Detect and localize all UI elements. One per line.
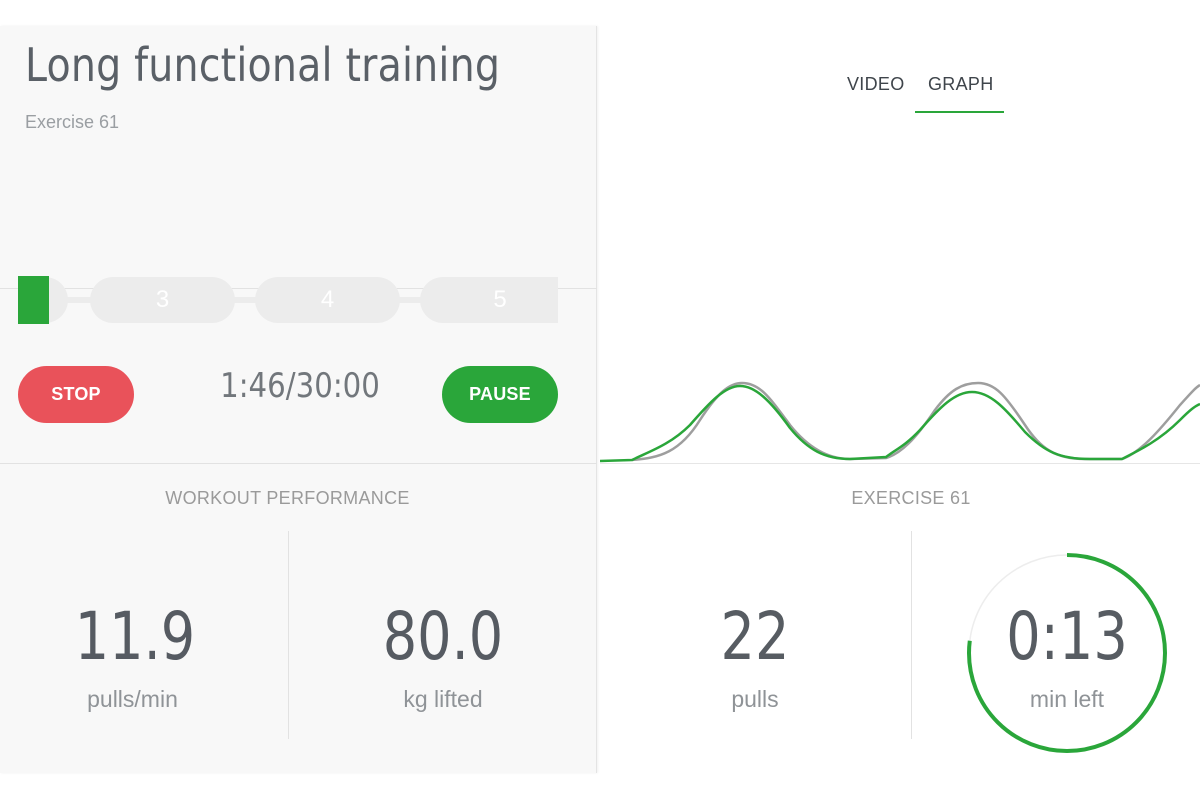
step-label: 4 [320,286,335,313]
pull-force-graph [600,381,1200,463]
workout-performance-title: WORKOUT PERFORMANCE [165,488,410,508]
step-label: 3 [155,286,170,313]
current-step-progress [18,276,49,324]
tab-video[interactable]: VIDEO [847,74,905,94]
workout-subtitle: Exercise 61 [25,112,120,132]
workout-title: Long functional training [25,38,501,92]
pulls-label: pulls [731,686,779,712]
graph-baseline [600,463,1200,464]
pulls-per-min-label: pulls/min [87,686,178,712]
pause-button[interactable]: PAUSE [442,366,558,423]
step-connector [393,297,433,303]
tab-graph[interactable]: GRAPH [928,74,994,94]
active-tab-indicator [915,111,1004,113]
pulls-per-min-value: 11.9 [74,598,196,675]
time-left-label: min left [1029,686,1105,712]
actual-curve [600,384,1200,463]
divider [0,463,597,464]
metric-divider [288,531,289,739]
elapsed-timer: 1:46/30:00 [220,366,380,406]
kg-lifted-label: kg lifted [403,686,483,712]
step-3[interactable]: 3 [90,277,235,323]
exercise-metric-divider [911,531,912,739]
step-connector [58,297,98,303]
time-left-value: 0:13 [1006,598,1128,675]
reference-curve [631,381,1200,462]
step-progress-bar: 2 3 4 5 [18,276,558,324]
time-left-ring [967,553,1167,753]
step-5[interactable]: 5 [420,277,558,323]
ring-progress [967,553,1167,753]
step-connector [228,297,268,303]
exercise-title: EXERCISE 61 [851,488,971,508]
step-label: 5 [493,286,507,313]
step-4[interactable]: 4 [255,277,400,323]
stop-button[interactable]: STOP [18,366,134,423]
pulls-value: 22 [720,598,790,675]
kg-lifted-value: 80.0 [382,598,504,675]
